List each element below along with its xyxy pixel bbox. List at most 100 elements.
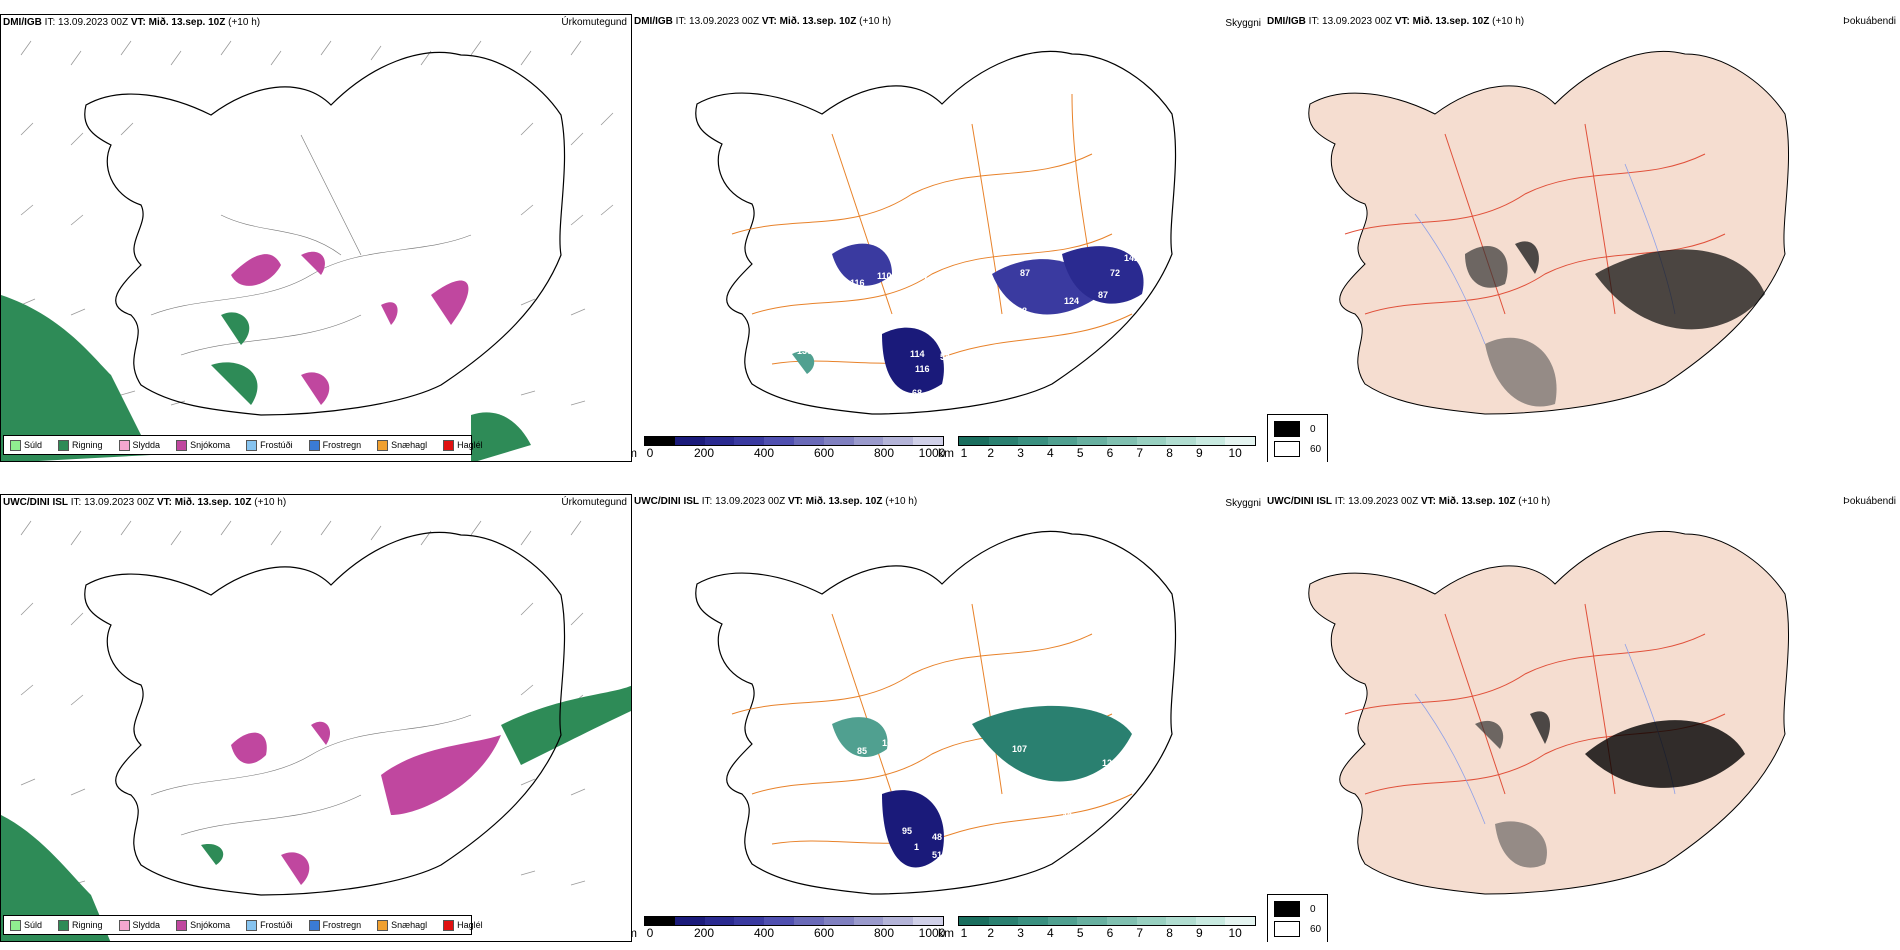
legend-item: Snæhagl [377,439,427,451]
cloud-base-label: 124 [1064,296,1079,306]
cloud-base-label: 52 [945,376,955,386]
visibility-ticks: km 1 2 3 4 5 6 7 8 9 10 [938,926,1242,940]
legend-item: Slydda [118,439,160,451]
cloud-base-label: 122 [940,256,955,266]
legend-item: Haglél [443,439,483,451]
precip-map-bottom [1,520,631,941]
fog-legend-bottom: 0 60 [1267,894,1329,942]
cloudbase-ticks: m 0 200 400 600 800 1000 [632,446,946,460]
cloudbase-bar [644,916,944,926]
cloud-map-top: 408 110 116 14 122 87 142 72 124 87 98 1… [695,50,1177,415]
legend-swatch [176,919,188,931]
cloud-base-label: 45 [907,866,917,876]
header-fog-bottom: UWC/DINI ISL IT: 13.09.2023 00Z VT: Mið.… [1267,496,1551,507]
cloud-base-label: 54 [940,352,950,362]
iceland-outline-cloud-top [695,50,1177,415]
cloud-base-label: 116 [887,718,902,728]
iceland-outline-top [84,51,566,416]
legend-swatch [377,439,389,451]
legend-swatch [118,439,130,451]
fog-map-top [1308,50,1790,415]
cloud-base-label: 14 [917,271,927,281]
legend-swatch [246,439,258,451]
fog-title-bottom: Þokuábendi [1843,496,1896,507]
fog-map-bottom [1308,530,1790,895]
cloudbase-ticks: m 0 200 400 600 800 1000 [632,926,946,940]
legend-swatch [58,919,70,931]
legend-item: Frostregn [308,439,361,451]
header-precip-bottom: UWC/DINI ISL IT: 13.09.2023 00Z VT: Mið.… [3,497,287,508]
cloud-base-label: 68 [912,388,922,398]
iceland-land-fog-bottom [1308,530,1790,895]
legend-swatch [443,439,455,451]
cloud-base-label: 87 [1098,290,1108,300]
cloud-base-label: 408 [887,246,902,256]
legend-item: Snjókoma [176,919,230,931]
legend-swatch [443,919,455,931]
cloud-base-label: 85 [857,746,867,756]
visibility-bar [958,916,1256,926]
cloud-base-label: 125 [1060,784,1075,794]
cloud-title-bottom: Skyggni [1225,498,1261,509]
fog-swatch [1274,921,1300,937]
cloudbase-colorbar-top: m 0 200 400 600 800 1000 [632,436,946,460]
precip-title-top: Úrkomutegund [561,17,627,28]
cloud-base-label: 116 [915,364,930,374]
legend-swatch [246,919,258,931]
legend-item: Snjókoma [176,439,230,451]
cloud-base-label: 98 [1017,306,1027,316]
cloud-base-label: 130 [797,346,812,356]
precip-panel-top: DMI/IGB IT: 13.09.2023 00Z VT: Mið. 13.s… [0,14,632,462]
cloud-base-label: 22 [960,714,970,724]
legend-item: Snæhagl [377,919,427,931]
precip-legend-bottom: Súld Rigning Slydda Snjókoma Frostúði Fr… [3,915,483,935]
legend-swatch [377,919,389,931]
cloud-base-label: 22 [987,346,997,356]
cloud-base-label: 63 [1062,336,1072,346]
visibility-colorbar-top: km 1 2 3 4 5 6 7 8 9 10 [938,436,1256,460]
fog-title-top: Þokuábendi [1843,16,1896,27]
cloud-base-label: 72 [1110,268,1120,278]
cloud-base-label: 50 [1012,785,1022,795]
cloud-map-bottom: 116 166 85 278 22 107 123 22 50 125 42 9… [695,530,1177,895]
legend-item: Slydda [118,919,160,931]
legend-item: Frostregn [308,919,361,931]
cloudbase-colorbar-bottom: m 0 200 400 600 800 1000 [632,916,946,940]
legend-item: Rigning [58,919,103,931]
cloud-base-label: 42 [1062,811,1072,821]
iceland-outline-cloud-bottom [695,530,1177,895]
iceland-outline-bottom [84,531,566,896]
cloud-title-top: Skyggni [1225,18,1261,29]
cloud-panel-top: 408 110 116 14 122 87 142 72 124 87 98 1… [632,14,1265,462]
legend-item: Rigning [58,439,103,451]
legend-swatch [118,919,130,931]
fog-panel-top: DMI/IGB IT: 13.09.2023 00Z VT: Mið. 13.s… [1265,14,1900,462]
header-cloud-top: DMI/IGB IT: 13.09.2023 00Z VT: Mið. 13.s… [634,16,892,27]
visibility-colorbar-bottom: km 1 2 3 4 5 6 7 8 9 10 [938,916,1256,940]
fog-swatch [1274,421,1300,437]
cloud-base-label: 87 [1020,268,1030,278]
cloud-base-label: 62 [935,872,945,882]
legend-swatch [308,919,320,931]
cloud-base-label: 95 [902,826,912,836]
header-fog-top: DMI/IGB IT: 13.09.2023 00Z VT: Mið. 13.s… [1267,16,1525,27]
header-cloud-bottom: UWC/DINI ISL IT: 13.09.2023 00Z VT: Mið.… [634,496,918,507]
precip-legend-top: Súld Rigning Slydda Snjókoma Frostúði Fr… [3,435,483,455]
fog-swatch [1274,441,1300,457]
visibility-bar [958,436,1256,446]
precip-panel-bottom: UWC/DINI ISL IT: 13.09.2023 00Z VT: Mið.… [0,494,632,942]
cloud-base-label: 1 [914,842,919,852]
cloud-base-label: 142 [1124,253,1139,263]
precip-title-bottom: Úrkomutegund [561,497,627,508]
cloud-base-label: 114 [910,349,925,359]
fog-swatch [1274,901,1300,917]
legend-item: Haglél [443,919,483,931]
header-precip-top: DMI/IGB IT: 13.09.2023 00Z VT: Mið. 13.s… [3,17,261,28]
cloud-base-label: 116 [850,278,865,288]
legend-swatch [176,439,188,451]
legend-swatch [10,439,21,451]
fog-legend-top: 0 60 [1267,414,1329,462]
legend-swatch [308,439,320,451]
cloud-base-label: 107 [1012,744,1027,754]
cloud-panel-bottom: 116 166 85 278 22 107 123 22 50 125 42 9… [632,494,1265,942]
